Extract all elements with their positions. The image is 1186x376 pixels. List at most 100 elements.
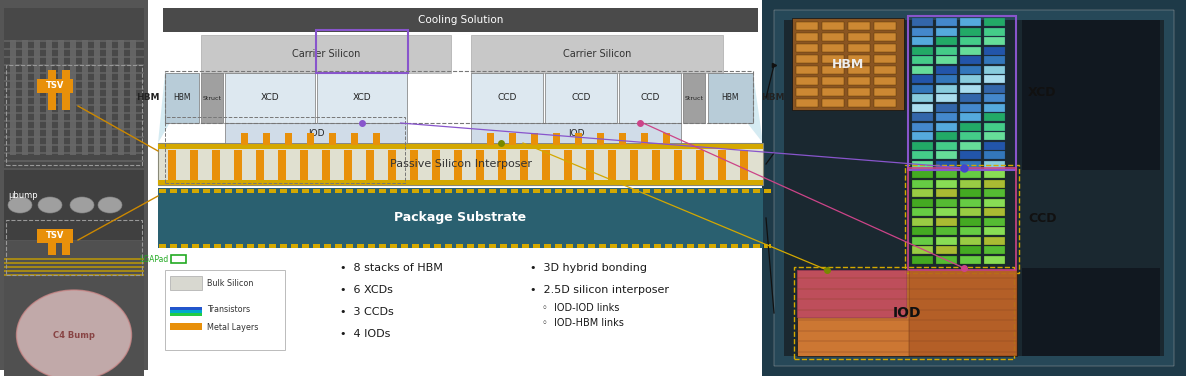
Bar — [555, 189, 562, 193]
Bar — [4, 262, 144, 264]
Bar — [936, 217, 957, 226]
Bar — [225, 123, 407, 143]
Bar — [599, 244, 606, 248]
Bar — [936, 103, 957, 112]
Bar — [959, 65, 981, 73]
Bar — [822, 99, 844, 107]
Bar — [455, 189, 463, 193]
Bar — [912, 179, 933, 188]
Bar — [380, 189, 385, 193]
Bar — [259, 244, 264, 248]
Bar — [46, 40, 52, 155]
Text: Bulk Silicon: Bulk Silicon — [208, 279, 254, 288]
Bar — [959, 103, 981, 112]
Bar — [796, 77, 818, 85]
Bar — [643, 189, 650, 193]
Bar — [936, 227, 957, 235]
Bar — [445, 189, 452, 193]
Bar — [533, 244, 540, 248]
Bar — [4, 120, 144, 122]
Text: HBM: HBM — [173, 94, 191, 103]
Bar — [368, 244, 375, 248]
Text: Passive Silicon Interposer: Passive Silicon Interposer — [389, 159, 531, 169]
Bar — [4, 266, 144, 268]
Bar — [912, 170, 933, 178]
Bar — [984, 56, 1005, 64]
Bar — [158, 180, 763, 185]
Bar — [334, 244, 342, 248]
Bar — [912, 256, 933, 264]
Bar — [936, 151, 957, 159]
Bar — [822, 55, 844, 63]
Bar — [643, 244, 650, 248]
Bar — [640, 133, 648, 145]
Bar — [159, 189, 166, 193]
Bar — [130, 40, 136, 155]
Bar — [213, 189, 221, 193]
Bar — [280, 244, 287, 248]
Bar — [47, 70, 56, 110]
Bar — [62, 230, 70, 255]
Bar — [432, 150, 440, 180]
Bar — [346, 189, 353, 193]
Bar — [936, 85, 957, 92]
Bar — [9, 40, 15, 155]
Bar — [936, 18, 957, 26]
Bar — [984, 27, 1005, 35]
Bar — [4, 56, 144, 58]
Bar — [170, 307, 202, 310]
Bar — [959, 123, 981, 130]
Polygon shape — [158, 73, 199, 143]
Bar — [588, 244, 595, 248]
Bar — [467, 189, 474, 193]
Bar — [742, 189, 750, 193]
Bar — [822, 44, 844, 52]
Bar — [445, 244, 452, 248]
Bar — [203, 244, 210, 248]
Bar — [959, 18, 981, 26]
Bar — [632, 244, 639, 248]
Text: HBM: HBM — [722, 94, 739, 103]
Bar — [709, 189, 716, 193]
Text: Metal Layers: Metal Layers — [208, 323, 259, 332]
Bar — [158, 188, 763, 248]
Bar — [317, 73, 407, 123]
Bar — [366, 150, 374, 180]
Bar — [959, 256, 981, 264]
Bar — [905, 165, 1019, 273]
Bar — [912, 189, 933, 197]
Bar — [796, 99, 818, 107]
Bar — [742, 244, 750, 248]
Bar — [247, 244, 254, 248]
Bar — [912, 75, 933, 83]
Bar — [412, 189, 419, 193]
Bar — [168, 150, 176, 180]
Bar — [566, 189, 573, 193]
Bar — [165, 71, 753, 123]
Bar — [203, 189, 210, 193]
Bar — [4, 40, 144, 42]
Bar — [874, 33, 895, 41]
Bar — [619, 133, 626, 145]
Bar — [959, 75, 981, 83]
Bar — [423, 189, 431, 193]
Bar — [959, 237, 981, 244]
Bar — [696, 150, 704, 180]
Bar — [848, 55, 871, 63]
Bar — [731, 244, 738, 248]
Bar — [94, 40, 100, 155]
Bar — [908, 270, 1018, 356]
Bar — [959, 47, 981, 55]
Bar — [959, 217, 981, 226]
Bar — [984, 113, 1005, 121]
Bar — [4, 96, 144, 98]
Bar — [192, 189, 199, 193]
Bar — [412, 244, 419, 248]
Bar — [4, 170, 144, 240]
Bar — [423, 244, 431, 248]
Polygon shape — [708, 73, 763, 143]
Bar — [984, 37, 1005, 45]
Bar — [796, 55, 818, 63]
Text: TSV: TSV — [46, 82, 64, 91]
Bar — [912, 94, 933, 102]
